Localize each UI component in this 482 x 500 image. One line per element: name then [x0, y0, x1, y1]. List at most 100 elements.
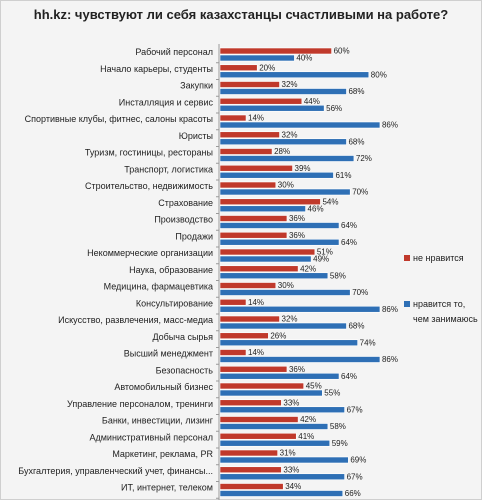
data-label-dislike: 36%: [289, 365, 305, 374]
data-label-like: 86%: [382, 355, 398, 364]
data-label-dislike: 26%: [270, 331, 286, 340]
bar-dislike: [219, 248, 316, 256]
bar-like: [219, 339, 358, 347]
category-label: Маркетинг, реклама, PR: [112, 449, 213, 459]
data-label-dislike: 44%: [304, 97, 320, 106]
data-label-dislike: 36%: [289, 214, 305, 223]
data-label-dislike: 60%: [334, 47, 350, 56]
bar-dislike: [219, 198, 321, 206]
category-label: Добыча сырья: [152, 332, 213, 342]
data-label-like: 86%: [382, 121, 398, 130]
bar-like: [219, 423, 329, 430]
category-label: Производство: [154, 215, 213, 225]
bar-dislike: [219, 382, 304, 390]
bar-dislike: [219, 265, 299, 273]
data-label-like: 40%: [296, 54, 312, 63]
category-label: Продажи: [175, 231, 213, 241]
bar-dislike: [219, 315, 280, 323]
category-label: Начало карьеры, студенты: [100, 64, 213, 74]
data-label-dislike: 54%: [322, 197, 338, 206]
bar-like: [219, 88, 347, 95]
bar-dislike: [219, 399, 282, 407]
data-label-dislike: 14%: [248, 114, 264, 123]
data-label-like: 69%: [350, 456, 366, 465]
bar-dislike: [219, 466, 282, 474]
data-label-like: 61%: [335, 171, 351, 180]
data-label-like: 64%: [341, 221, 357, 230]
bar-like: [219, 155, 355, 162]
bar-dislike: [219, 231, 288, 239]
legend-item-like: нравится то, чем занимаюсь: [404, 297, 479, 327]
data-label-like: 86%: [382, 305, 398, 314]
category-label: Спортивные клубы, фитнес, салоны красоты: [25, 114, 213, 124]
bar-like: [219, 54, 295, 62]
data-label-like: 66%: [345, 489, 361, 498]
data-label-like: 68%: [348, 322, 364, 331]
legend-label-dislike: не нравится: [413, 253, 464, 263]
data-label-dislike: 30%: [278, 181, 294, 190]
bar-dislike: [219, 64, 258, 72]
bar-dislike: [219, 164, 293, 172]
bar-dislike: [219, 215, 288, 222]
data-label-dislike: 32%: [282, 80, 298, 89]
category-label: ИТ, интернет, телеком: [121, 483, 213, 493]
bar-dislike: [219, 332, 269, 340]
bar-like: [219, 238, 340, 246]
bar-dislike: [219, 114, 247, 122]
data-label-like: 80%: [371, 70, 387, 79]
data-label-dislike: 36%: [289, 231, 305, 240]
bar-like: [219, 104, 325, 112]
bar-like: [219, 272, 329, 280]
data-label-dislike: 31%: [280, 449, 296, 458]
data-label-dislike: 42%: [300, 415, 316, 424]
category-label: Закупки: [180, 81, 213, 91]
category-label: Искусство, развлечения, масс-медиа: [58, 315, 213, 325]
data-label-like: 46%: [308, 204, 324, 213]
bar-like: [219, 255, 312, 263]
data-label-like: 58%: [330, 271, 346, 280]
bar-dislike: [219, 282, 277, 289]
bar-like: [219, 473, 345, 481]
data-label-dislike: 14%: [248, 348, 264, 357]
category-label: Медицина, фармацевтика: [104, 282, 213, 292]
bar-dislike: [219, 81, 280, 88]
data-label-dislike: 14%: [248, 298, 264, 307]
bar-dislike: [219, 349, 247, 356]
bar-like: [219, 305, 381, 313]
data-label-dislike: 39%: [295, 164, 311, 173]
data-label-like: 67%: [347, 405, 363, 414]
category-label: Административный персонал: [89, 432, 213, 442]
data-label-dislike: 51%: [317, 248, 333, 257]
data-label-like: 64%: [341, 372, 357, 381]
bar-dislike: [219, 47, 332, 55]
category-label: Строительство, недвижимость: [85, 181, 213, 191]
data-label-dislike: 34%: [285, 482, 301, 491]
bar-dislike: [219, 483, 284, 490]
category-label: Инсталляция и сервис: [119, 97, 214, 107]
bar-like: [219, 456, 349, 464]
bar-dislike: [219, 365, 288, 373]
bar-like: [219, 289, 351, 296]
bar-like: [219, 322, 347, 330]
bar-like: [219, 406, 345, 414]
legend-label-like: нравится то, чем занимаюсь: [413, 299, 478, 324]
category-label: Бухгалтерия, управленческий учет, финанс…: [18, 466, 213, 476]
category-label: Консультирование: [136, 298, 213, 308]
data-label-like: 49%: [313, 255, 329, 264]
category-label: Юристы: [179, 131, 213, 141]
bar-like: [219, 490, 344, 497]
data-label-dislike: 20%: [259, 63, 275, 72]
bar-dislike: [219, 131, 280, 139]
category-label: Высший менеджмент: [124, 349, 213, 359]
bar-dislike: [219, 449, 278, 457]
category-label: Управление персоналом, тренинги: [67, 399, 213, 409]
bar-dislike: [219, 148, 273, 155]
data-label-dislike: 33%: [283, 465, 299, 474]
data-label-dislike: 32%: [282, 130, 298, 139]
category-label: Банки, инвестиции, лизинг: [102, 416, 214, 426]
bar-dislike: [219, 432, 297, 440]
bar-dislike: [219, 97, 303, 105]
bar-like: [219, 138, 347, 146]
legend-swatch-like: [404, 301, 410, 307]
